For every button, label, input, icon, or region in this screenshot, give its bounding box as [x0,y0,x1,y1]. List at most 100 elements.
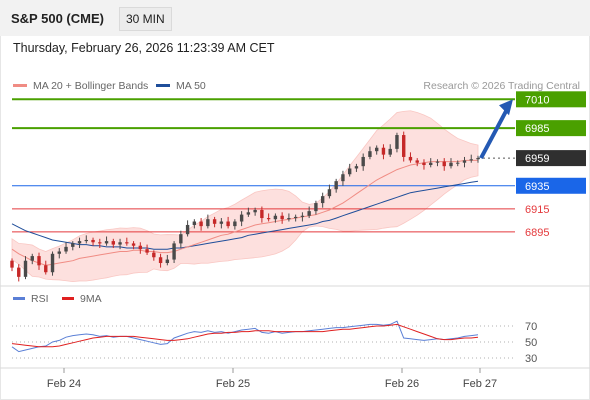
candle-body [388,148,392,155]
legend-ma50-swatch [156,83,170,87]
candle-body [314,203,318,212]
candle-body [91,239,95,243]
candle-body [442,161,446,167]
header-bar: S&P 500 (CME) 30 MIN [0,0,590,36]
candle-body [273,215,278,220]
candle-body [300,215,305,217]
candle-body [111,241,116,245]
candle-body [84,239,88,242]
legend-rsi-label: RSI [31,293,49,305]
ma20-line [11,159,478,266]
candle-body [334,181,338,190]
bollinger-band [11,110,479,283]
legend-ma50-label: MA 50 [176,80,206,92]
candle-body [226,221,230,227]
candle-body [449,162,453,167]
candle-body [158,257,163,264]
candle-body [381,147,386,155]
x-tick-label: Feb 24 [47,378,81,390]
legend-rsi-swatch [13,296,25,300]
candle-body [118,242,122,245]
candle-body [71,243,75,247]
candles [10,131,480,282]
candle-body [172,243,176,260]
legend-ma20-bollinger: MA 20 + Bollinger Bands [13,80,148,92]
candle-body [408,156,413,161]
level-label-6915: 6915 [525,204,549,216]
level-label-6959: 6959 [525,153,549,165]
candle-body [44,265,48,273]
candle-body [476,158,480,160]
candle-body [125,242,129,244]
x-tick-label: Feb 25 [216,378,250,390]
x-tick-label: Feb 26 [385,378,419,390]
legend-rsi-ma-swatch [62,296,74,300]
candle-body [435,161,440,163]
candle-body [341,174,345,182]
candle-body [185,224,190,235]
candle-body [280,215,284,220]
interval-selector[interactable]: 30 MIN [119,7,172,31]
candle-body [219,221,224,224]
level-badge-7010 [516,91,586,108]
level-label-6985: 6985 [525,123,549,135]
candle-body [395,135,399,149]
candle-body [246,212,251,215]
rsi-tick-label: 50 [525,337,537,349]
candle-body [429,162,433,166]
legend-ma20-label: MA 20 + Bollinger Bands [33,80,149,92]
candle-body [469,159,473,161]
instrument-title: S&P 500 (CME) [11,11,104,26]
level-label-6895: 6895 [525,227,549,239]
candle-body [30,256,34,261]
candle-body [98,242,102,244]
candle-body [165,259,170,264]
candle-body [374,147,379,152]
candle-body [239,214,244,222]
candle-body [206,219,210,227]
rsi-tick-label: 30 [525,353,537,365]
legend-rsi-ma-label: 9MA [80,293,102,305]
candle-body [10,260,14,268]
candle-body [260,209,264,219]
candle-body [347,168,352,175]
candle-body [402,135,406,157]
candle-body [17,267,21,277]
level-label-7010: 7010 [525,94,549,106]
legend-rsi: RSI [13,293,49,305]
candle-body [253,209,257,213]
legend-ma50: MA 50 [156,80,206,92]
candle-body [320,196,325,204]
candle-body [354,166,359,169]
x-tick-label: Feb 27 [463,378,497,390]
candle-body [327,189,332,197]
candle-body [368,151,372,157]
candle-body [192,221,197,225]
forecast-arrow-head [499,99,513,116]
level-badge-6985 [516,120,586,137]
candle-body [293,216,298,219]
candle-body [415,160,419,163]
legend-rsi-ma: 9MA [62,293,102,305]
candle-body [179,234,183,244]
candle-body [361,156,365,167]
candle-body [287,218,291,220]
candle-body [145,249,149,253]
candle-body [77,241,82,244]
legend-ma20-swatch [13,83,27,87]
candle-body [266,218,271,220]
candle-body [199,221,203,227]
rsi-tick-label: 70 [525,321,537,333]
candle-body [104,241,109,244]
candle-body [138,245,143,250]
timestamp: Thursday, February 26, 2026 11:23:39 AM … [13,41,275,55]
candle-body [422,162,426,166]
level-badge-6935 [516,177,586,194]
candle-body [57,251,61,254]
candle-body [456,162,460,164]
research-credit: Research © 2026 Trading Central [423,80,580,92]
candle-body [152,252,156,258]
candle-body [212,219,217,224]
ma50-line [11,180,479,250]
